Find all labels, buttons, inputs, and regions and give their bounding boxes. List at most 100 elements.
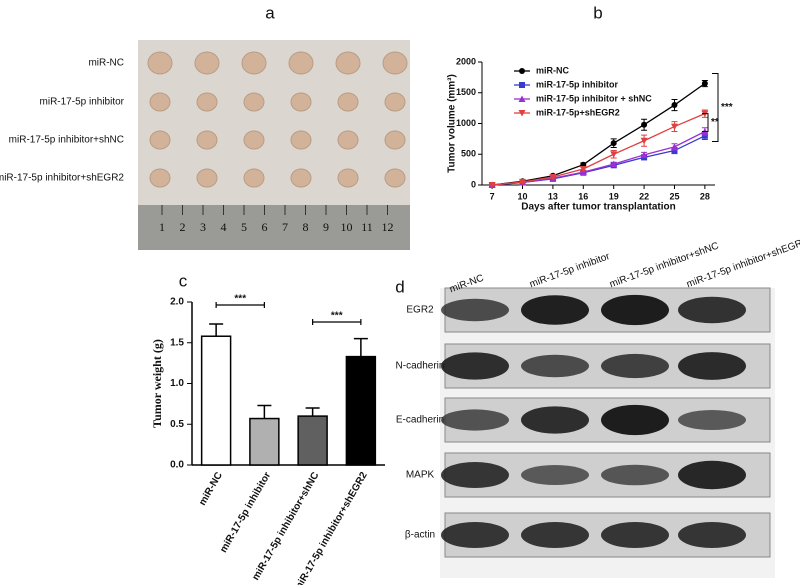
blot-row-label: EGR2 xyxy=(406,305,434,316)
ruler-label: 4 xyxy=(221,220,227,234)
y-tick-label: 0.0 xyxy=(170,460,184,471)
bar xyxy=(200,335,232,466)
blot-band xyxy=(678,352,746,380)
y-tick-label: 1.0 xyxy=(170,378,184,389)
ruler-label: 6 xyxy=(262,220,268,234)
ruler-label: 9 xyxy=(323,220,329,234)
data-point xyxy=(640,151,648,158)
y-axis-label: Tumor weight (g) xyxy=(150,339,164,428)
ruler-label: 5 xyxy=(241,220,247,234)
series-line xyxy=(492,82,706,186)
data-point xyxy=(610,151,618,158)
significance-bracket xyxy=(702,113,709,132)
tumor xyxy=(194,51,220,75)
ruler-label: 11 xyxy=(361,220,373,234)
blot-band xyxy=(678,460,746,490)
significance-label: ** xyxy=(711,117,719,128)
tumor xyxy=(384,168,406,188)
bar xyxy=(297,415,328,466)
legend-marker xyxy=(519,68,525,74)
legend-label: miR-17-5p inhibitor + shNC xyxy=(536,93,652,103)
error-bar xyxy=(353,337,368,357)
tumor xyxy=(241,51,267,75)
significance-label: *** xyxy=(721,102,733,113)
panel-letter: c xyxy=(179,271,188,290)
blot-band xyxy=(521,522,589,548)
x-tick-label: 28 xyxy=(700,191,710,201)
blot-band xyxy=(441,409,509,431)
legend-marker xyxy=(518,110,526,117)
blot-band xyxy=(678,296,746,324)
legend-label: miR-17-5p inhibitor xyxy=(536,79,618,89)
legend-marker xyxy=(518,95,526,102)
bar xyxy=(345,355,377,466)
blot-band xyxy=(601,404,669,436)
blot-band xyxy=(678,410,746,430)
panel-letter: b xyxy=(593,3,602,22)
tumor xyxy=(196,92,218,112)
data-point xyxy=(519,178,527,186)
tumor xyxy=(382,51,408,75)
series-line xyxy=(492,135,706,186)
x-tick-label: miR-17-5p inhibitor xyxy=(218,470,273,555)
tumor xyxy=(290,130,312,150)
row-label: miR-17-5p inhibitor+shEGR2 xyxy=(0,173,124,184)
tumor xyxy=(243,92,265,112)
tumor xyxy=(384,130,406,150)
blot-band xyxy=(441,298,509,322)
tumor xyxy=(384,92,406,112)
bar xyxy=(249,417,280,466)
tumor xyxy=(147,51,173,75)
tumor xyxy=(335,51,361,75)
panel-letter: a xyxy=(265,3,275,22)
blot-band xyxy=(601,464,669,486)
tumor xyxy=(196,168,218,188)
x-tick-label: 13 xyxy=(548,191,558,201)
tumor xyxy=(290,168,312,188)
blot-band xyxy=(441,522,509,548)
data-point xyxy=(670,143,678,150)
ruler-label: 3 xyxy=(200,220,206,234)
y-tick-label: 2000 xyxy=(456,56,476,66)
error-bar xyxy=(209,323,224,337)
data-point xyxy=(641,121,648,128)
blot-band xyxy=(521,406,589,434)
tumor xyxy=(243,130,265,150)
data-point xyxy=(610,160,618,168)
y-tick-label: 1500 xyxy=(456,87,476,97)
blot-band xyxy=(441,462,509,488)
x-tick-label: 10 xyxy=(518,191,528,201)
row-label: miR-17-5p inhibitor xyxy=(40,97,125,108)
x-tick-label: 16 xyxy=(578,191,588,201)
ruler-label: 2 xyxy=(180,220,186,234)
blot-band xyxy=(521,354,589,378)
error-bar xyxy=(257,404,272,419)
tumor xyxy=(149,92,171,112)
data-point xyxy=(701,80,708,87)
data-point xyxy=(579,166,587,173)
tumor xyxy=(290,92,312,112)
y-axis-label: Tumor volume (mm³) xyxy=(447,74,458,173)
ruler-label: 12 xyxy=(382,220,394,234)
y-tick-label: 0.5 xyxy=(170,419,184,430)
tumor xyxy=(288,51,314,75)
tumor xyxy=(337,168,359,188)
x-tick-label: miR-NC xyxy=(197,470,225,507)
legend-label: miR-NC xyxy=(536,65,569,75)
y-tick-label: 1000 xyxy=(456,118,476,128)
blot-row-label: E-cadherin xyxy=(396,415,444,426)
data-point xyxy=(549,174,557,181)
tumor xyxy=(196,130,218,150)
significance-bracket xyxy=(215,302,265,308)
x-tick-label: 25 xyxy=(669,191,679,201)
x-tick-label: 19 xyxy=(609,191,619,201)
x-tick-label: 7 xyxy=(490,191,495,201)
y-tick-label: 0 xyxy=(471,179,476,189)
data-point xyxy=(671,102,678,109)
blot-band xyxy=(601,522,669,548)
blot-band xyxy=(441,352,509,380)
blot-band xyxy=(521,295,589,325)
x-axis-label: Days after tumor transplantation xyxy=(521,202,675,213)
blot-row-label: MAPK xyxy=(406,470,435,481)
blot-row-label: N-cadherin xyxy=(396,361,445,372)
